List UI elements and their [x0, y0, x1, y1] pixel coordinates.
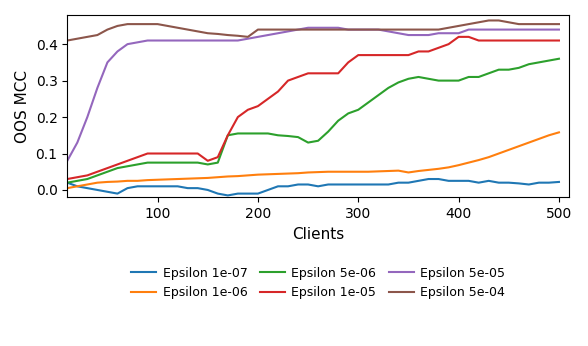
Legend: Epsilon 1e-07, Epsilon 1e-06, Epsilon 5e-06, Epsilon 1e-05, Epsilon 5e-05, Epsil: Epsilon 1e-07, Epsilon 1e-06, Epsilon 5e… [126, 262, 510, 304]
Y-axis label: OOS MCC: OOS MCC [15, 70, 30, 143]
X-axis label: Clients: Clients [292, 227, 344, 242]
